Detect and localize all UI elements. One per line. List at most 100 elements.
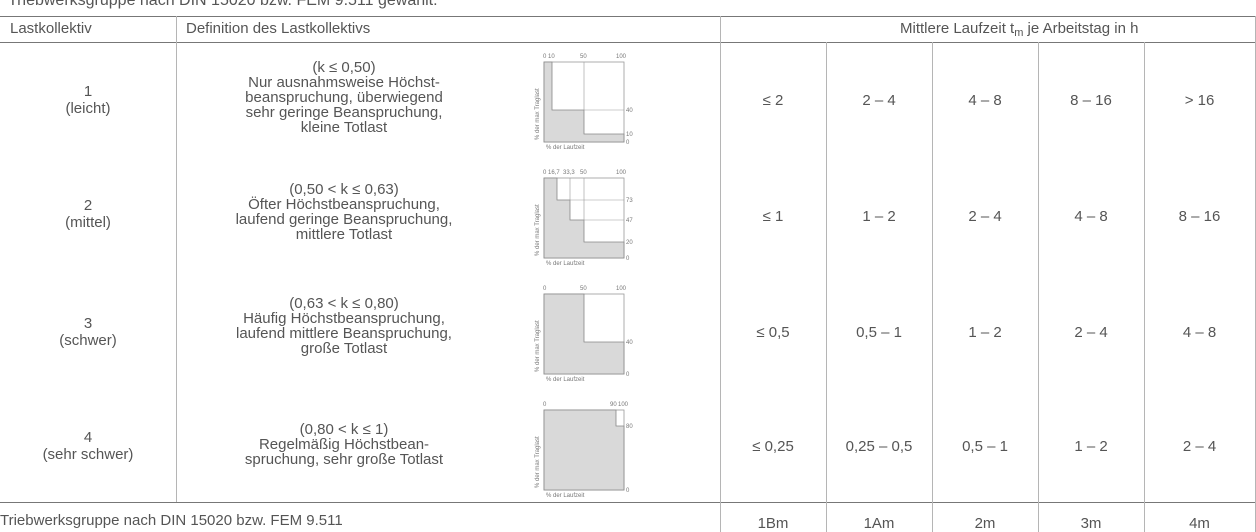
diagram-load-area xyxy=(543,409,625,491)
tick-50: 50 xyxy=(580,170,587,176)
tick-40: 40 xyxy=(626,340,633,346)
def-line: Häufig Höchstbeanspruchung, xyxy=(243,310,445,327)
row-4-value-2: 0,25 – 0,5 xyxy=(845,437,913,455)
col-divider-4 xyxy=(932,42,933,532)
def-line: (0,50 < k ≤ 0,63) xyxy=(289,181,399,198)
row-2-value-1: ≤ 1 xyxy=(762,207,784,225)
row-1-definition: (k ≤ 0,50) Nur ausnahmsweise Höchst- bea… xyxy=(176,60,512,135)
def-line: Öfter Höchstbeanspruchung, xyxy=(248,196,440,213)
row-1-load-diagram: 0 10 50 100 40 10 0 % der Laufzeit % der… xyxy=(535,54,633,151)
row-4-class: 4 (sehr schwer) xyxy=(0,392,176,500)
tick-0: 0 xyxy=(626,256,630,262)
def-line: (0,63 < k ≤ 0,80) xyxy=(289,295,399,312)
row-3-load-diagram: 0 50 100 40 0 % der Laufzeit % der max T… xyxy=(535,286,633,383)
y-axis-label: % der max Traglast xyxy=(535,320,541,372)
tick-100: 100 xyxy=(616,286,627,292)
tick-0: 0 xyxy=(543,54,547,60)
row-3-value-2: 0,5 – 1 xyxy=(856,323,902,341)
row-2-value-4: 4 – 8 xyxy=(1074,207,1108,225)
tick-50: 50 xyxy=(580,54,587,60)
row-3-label: (schwer) xyxy=(59,332,117,349)
row-3-class: 3 (schwer) xyxy=(0,276,176,388)
tick-0: 0 xyxy=(626,140,630,146)
row-3-value-5: 4 – 8 xyxy=(1182,323,1217,341)
diagram-load-area xyxy=(543,61,625,143)
tick-40: 40 xyxy=(626,108,633,114)
tick-100: 100 xyxy=(616,170,627,176)
tick-10: 10 xyxy=(548,54,555,60)
row-2-value-3: 2 – 4 xyxy=(968,207,1002,225)
table-bottom-rule xyxy=(0,502,1256,503)
row-1-value-2: 2 – 4 xyxy=(862,91,896,109)
row-1-value-3: 4 – 8 xyxy=(968,91,1002,109)
row-4-value-1: ≤ 0,25 xyxy=(752,437,794,455)
row-3-value-1: ≤ 0,5 xyxy=(756,323,790,341)
tick-100: 100 xyxy=(618,402,629,408)
footer-label: Triebwerksgruppe nach DIN 15020 bzw. FEM… xyxy=(0,512,343,529)
row-2-label: (mittel) xyxy=(65,214,111,231)
tick-33-3: 33,3 xyxy=(563,170,575,176)
row-3-value-4: 2 – 4 xyxy=(1074,323,1108,341)
row-1-label: (leicht) xyxy=(65,100,111,117)
tick-50: 50 xyxy=(580,286,587,292)
footer-value-5: 4m xyxy=(1189,515,1210,532)
row-2-load-diagram: 0 16,7 33,3 50 100 73 47 20 0 % der Lauf… xyxy=(535,170,633,267)
col-divider-3 xyxy=(826,42,827,532)
tick-0: 0 xyxy=(543,170,547,176)
row-3-number: 3 xyxy=(83,315,93,332)
tick-0: 0 xyxy=(543,402,547,408)
def-line: beanspruchung, überwiegend xyxy=(245,89,443,106)
tick-100: 100 xyxy=(616,54,627,60)
row-4-value-3: 0,5 – 1 xyxy=(962,437,1008,455)
tick-47: 47 xyxy=(626,218,633,224)
tick-73: 73 xyxy=(626,198,633,204)
tick-0: 0 xyxy=(626,488,630,494)
def-line: sehr geringe Beanspruchung, xyxy=(245,104,443,121)
x-axis-label: % der Laufzeit xyxy=(546,145,585,151)
x-axis-label: % der Laufzeit xyxy=(546,377,585,383)
x-axis-label: % der Laufzeit xyxy=(546,493,585,499)
row-2-class: 2 (mittel) xyxy=(0,158,176,270)
y-axis-label: % der max Traglast xyxy=(535,436,541,488)
footer-value-3: 2m xyxy=(974,515,996,532)
x-axis-label: % der Laufzeit xyxy=(546,261,585,267)
def-line: laufend geringe Beanspruchung, xyxy=(235,211,453,228)
row-1-number: 1 xyxy=(83,83,93,100)
row-4-load-diagram: 0 90 100 80 0 % der Laufzeit % der max T… xyxy=(535,402,633,499)
footer-value-1: 1Bm xyxy=(757,515,789,532)
col-divider-5 xyxy=(1038,42,1039,532)
row-4-definition: (0,80 < k ≤ 1) Regelmäßig Höchstbean- sp… xyxy=(176,422,512,467)
row-1-value-4: 8 – 16 xyxy=(1070,91,1112,109)
col-divider-1 xyxy=(176,16,177,502)
header-definition: Definition des Lastkollektivs xyxy=(186,20,371,37)
def-line: laufend mittlere Beanspruchung, xyxy=(236,325,452,342)
intro-text: Triebwerksgruppe nach DIN 15020 bzw. FEM… xyxy=(8,0,438,9)
footer-value-4: 3m xyxy=(1080,515,1102,532)
row-4-label: (sehr schwer) xyxy=(42,446,134,463)
header-bottom-rule xyxy=(0,42,1256,43)
col-divider-6 xyxy=(1144,42,1145,532)
def-line: Regelmäßig Höchstbean- xyxy=(258,436,430,453)
footer-value-2: 1Am xyxy=(863,515,895,532)
tick-80: 80 xyxy=(626,424,633,430)
def-line: kleine Totlast xyxy=(300,119,388,136)
row-2-value-2: 1 – 2 xyxy=(862,207,896,225)
row-3-value-3: 1 – 2 xyxy=(968,323,1002,341)
y-axis-label: % der max Traglast xyxy=(535,88,541,140)
col-divider-2 xyxy=(720,16,721,532)
def-line: Nur ausnahmsweise Höchst- xyxy=(248,74,440,91)
y-axis-label: % der max Traglast xyxy=(535,204,541,256)
diagram-load-area xyxy=(543,293,625,375)
header-lastkollektiv: Lastkollektiv xyxy=(10,20,92,37)
row-2-value-5: 8 – 16 xyxy=(1178,207,1221,225)
row-2-number: 2 xyxy=(83,197,93,214)
row-4-value-5: 2 – 4 xyxy=(1182,437,1217,455)
def-line: spruchung, sehr große Totlast xyxy=(244,451,444,468)
tick-90: 90 xyxy=(610,402,617,408)
row-1-value-5: > 16 xyxy=(1184,91,1215,109)
row-2-definition: (0,50 < k ≤ 0,63) Öfter Höchstbeanspruch… xyxy=(176,182,512,242)
table-top-rule xyxy=(0,16,1256,17)
row-4-value-4: 1 – 2 xyxy=(1074,437,1108,455)
def-line: (0,80 < k ≤ 1) xyxy=(299,421,389,438)
row-3-definition: (0,63 < k ≤ 0,80) Häufig Höchstbeanspruc… xyxy=(176,296,512,356)
